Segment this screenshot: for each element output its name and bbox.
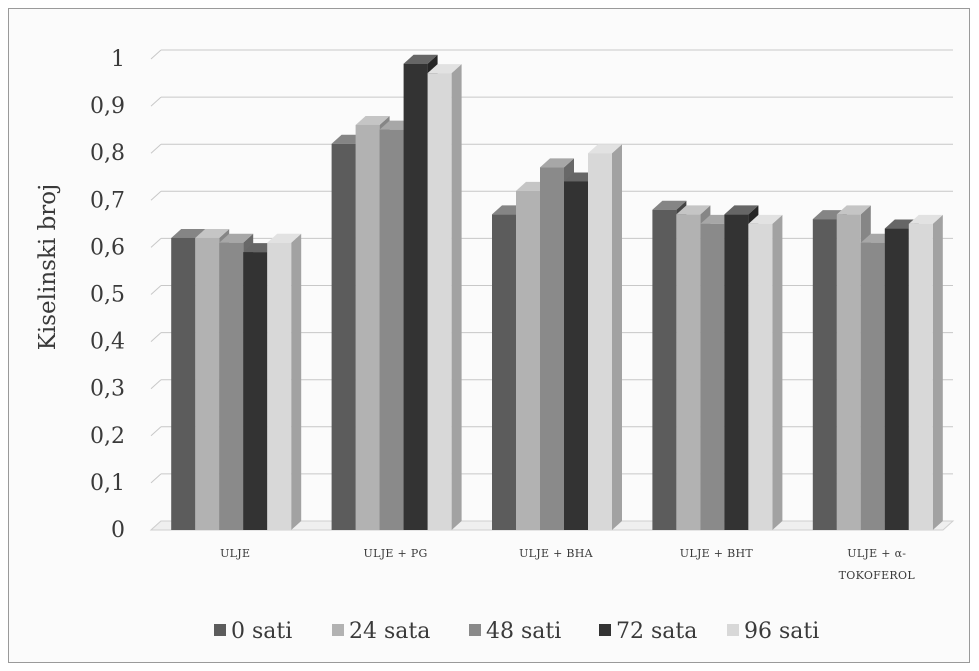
y-tick-label: 0,4 — [90, 330, 125, 355]
y-tick-label: 0,6 — [90, 235, 125, 260]
y-tick-label: 0,3 — [90, 377, 125, 402]
gridline-depth — [150, 190, 162, 201]
legend-label: 48 sati — [486, 619, 561, 644]
bar-front — [724, 214, 749, 530]
legend-label: 96 sati — [744, 619, 819, 644]
bar-front — [588, 153, 612, 530]
bar-top — [588, 144, 622, 154]
bar-front — [492, 214, 516, 530]
bar — [267, 233, 302, 530]
bar-front — [836, 214, 861, 530]
bars — [171, 54, 943, 531]
bar-side — [291, 233, 302, 530]
gridline-depth — [150, 49, 162, 60]
bar — [588, 144, 622, 530]
gridline-depth — [150, 426, 162, 437]
bar-front — [564, 181, 588, 530]
bar-top — [652, 200, 687, 210]
bar-top — [355, 115, 390, 125]
bar-front — [676, 214, 701, 530]
legend-item: 48 sati — [469, 619, 561, 644]
legend-label: 0 sati — [231, 619, 292, 644]
legend-label: 72 sata — [616, 619, 697, 644]
bar-top — [724, 205, 759, 215]
y-tick-label: 0,9 — [90, 94, 125, 119]
legend-swatch — [599, 624, 611, 636]
bar-front — [403, 63, 428, 531]
bar-chart: 0 0,1 0,2 0,3 0,4 0,5 0,6 0,7 0,8 0,9 1 ULJE ULJE +… — [35, 47, 955, 644]
chart-frame: 0 0,1 0,2 0,3 0,4 0,5 0,6 0,7 0,8 0,9 1 ULJE ULJE +… — [8, 8, 970, 663]
bar-top — [171, 228, 206, 238]
x-tick-label: ULJE + BHA — [519, 547, 594, 560]
legend-item: 96 sati — [727, 619, 819, 644]
bar-top — [748, 214, 783, 224]
gridline-depth — [150, 473, 162, 484]
x-tick-label: TOKOFEROL — [839, 569, 916, 582]
legend: 0 sati 24 sata 48 sati 72 sata 96 sati — [214, 619, 819, 644]
x-tick-label: ULJE + α- — [847, 547, 906, 560]
legend-swatch — [469, 624, 481, 636]
y-tick-label: 0,1 — [90, 471, 125, 496]
bar-front — [540, 167, 564, 530]
bar-front — [516, 190, 540, 530]
y-tick-label: 0,5 — [90, 283, 125, 308]
x-tick-label: ULJE — [220, 547, 250, 560]
y-tick-label: 0 — [111, 518, 125, 543]
x-tick-label: ULJE + BHT — [680, 547, 754, 560]
bar-front — [171, 237, 196, 531]
bar-front — [748, 223, 773, 530]
legend-swatch — [727, 624, 739, 636]
gridline-depth — [150, 285, 162, 295]
bar-front — [700, 223, 725, 530]
bar-front — [884, 228, 909, 530]
y-tick-label: 0,2 — [90, 424, 125, 449]
legend-item: 24 sata — [332, 619, 430, 644]
y-tick-label: 1 — [111, 47, 125, 72]
bar-front — [267, 242, 292, 530]
bar-front — [195, 237, 220, 531]
bar-top — [267, 233, 302, 243]
bar-front — [427, 73, 452, 530]
gridline-depth — [150, 332, 162, 342]
legend-item: 72 sata — [599, 619, 697, 644]
gridline-depth — [150, 379, 162, 390]
bar-front — [331, 143, 356, 530]
bar-top — [676, 205, 711, 215]
bar-front — [219, 242, 244, 530]
bar-top — [403, 54, 438, 64]
x-axis-ticks: ULJE ULJE + PG ULJE + BHA ULJE + BHT ULJE + … — [220, 547, 915, 582]
bar — [748, 214, 783, 530]
bar-top — [908, 214, 943, 224]
bar-front — [652, 209, 677, 530]
bar-side — [772, 214, 783, 530]
bar-front — [908, 223, 933, 530]
legend-swatch — [332, 624, 344, 636]
bar-side — [451, 64, 462, 530]
gridline-depth — [150, 143, 162, 154]
legend-swatch — [214, 624, 226, 636]
bar-front — [860, 242, 885, 530]
bar-top — [195, 228, 230, 238]
gridline-depth — [150, 238, 162, 248]
y-axis-ticks: 0 0,1 0,2 0,3 0,4 0,5 0,6 0,7 0,8 0,9 1 — [90, 47, 125, 543]
legend-label: 24 sata — [349, 619, 430, 644]
bar — [908, 214, 943, 530]
gridline-depth — [150, 96, 162, 107]
bar-top — [427, 64, 462, 74]
bar-front — [379, 129, 404, 530]
bar-top — [836, 205, 871, 215]
bar-side — [612, 144, 622, 530]
bar-top — [219, 233, 254, 243]
bar-front — [355, 124, 380, 530]
legend-item: 0 sati — [214, 619, 292, 644]
bar-front — [243, 252, 268, 531]
bar-top — [540, 158, 574, 168]
bar-front — [812, 219, 837, 530]
x-tick-label: ULJE + PG — [364, 547, 428, 560]
y-tick-label: 0,7 — [90, 188, 125, 213]
y-axis-label: Kiselinski broj — [35, 184, 61, 351]
bar-side — [932, 214, 943, 530]
bar — [427, 64, 462, 530]
y-tick-label: 0,8 — [90, 141, 125, 166]
